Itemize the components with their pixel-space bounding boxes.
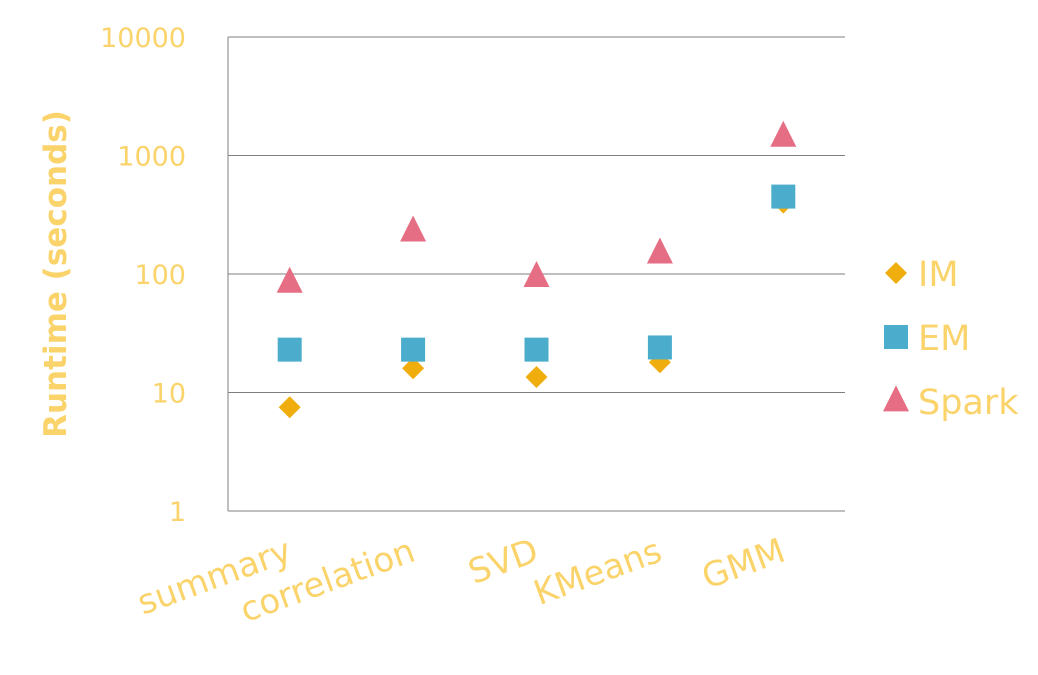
data-point-spark	[276, 266, 303, 293]
x-tick-label: KMeans	[529, 531, 667, 614]
data-point-em	[524, 337, 549, 362]
data-point-em	[771, 184, 796, 209]
data-point-spark	[770, 120, 797, 147]
y-tick-label: 10000	[100, 23, 186, 54]
data-point-em	[401, 337, 426, 362]
x-tick-label: GMM	[697, 531, 791, 598]
data-point-spark	[646, 237, 673, 264]
legend-marker-em	[884, 325, 908, 349]
y-tick-label: 100	[134, 260, 186, 291]
data-point-spark	[523, 261, 550, 288]
y-tick-label: 1	[169, 497, 186, 528]
legend-marker-spark	[883, 385, 909, 412]
legend-marker-im	[885, 262, 907, 284]
y-tick-labels: 1 10 100 1000 10000	[100, 23, 186, 528]
y-tick-label: 10	[152, 379, 186, 410]
data-point-im	[402, 357, 425, 380]
legend-label: Spark	[918, 383, 1019, 423]
y-tick-label: 1000	[117, 142, 186, 173]
legend: IM EM Spark	[883, 255, 1019, 423]
gridlines	[228, 36, 845, 512]
legend-label: IM	[918, 255, 959, 295]
data-point-em	[647, 335, 672, 360]
legend-label: EM	[918, 319, 970, 359]
data-point-im	[525, 366, 548, 389]
data-points	[276, 120, 797, 419]
data-point-im	[278, 396, 301, 419]
data-point-spark	[400, 215, 427, 242]
data-point-em	[277, 337, 302, 362]
y-axis-label: Runtime (seconds)	[38, 110, 74, 438]
